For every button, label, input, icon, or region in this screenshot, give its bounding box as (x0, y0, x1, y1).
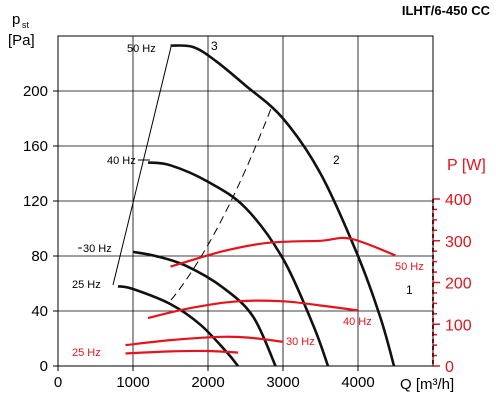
power-curve-25hz (125, 349, 239, 355)
power-curves (125, 236, 396, 355)
pressure-label-40: 40 Hz (107, 155, 136, 167)
pressure-curve-25hz (117, 285, 240, 367)
x-tick-label: 3000 (266, 374, 299, 391)
x-tick-label: 4000 (341, 374, 374, 391)
curve-label-3: 3 (211, 39, 218, 53)
y-tick-label: 0 (40, 358, 48, 375)
power-label-30: 30 Hz (286, 336, 315, 348)
chart-title: ILHT/6-450 CC (402, 3, 491, 18)
y-axis-right-ticks: 0 100 200 300 400 (432, 192, 472, 376)
power-curve-40hz (147, 299, 359, 320)
pressure-curve-50hz (170, 44, 396, 367)
y-tick-label: 40 (31, 303, 48, 320)
x-axis-label: Q [m³/h] (400, 376, 454, 393)
power-label-50: 50 Hz (395, 261, 424, 273)
y2-tick-label: 100 (445, 317, 472, 334)
pressure-label-50: 50 Hz (127, 43, 156, 55)
pressure-label-30: 30 Hz (83, 243, 112, 255)
pressure-curves (117, 44, 396, 367)
power-label-25: 25 Hz (72, 347, 101, 359)
y-axis-right-label: P [W] (447, 157, 486, 174)
x-tick-label: 2000 (191, 374, 224, 391)
pressure-curve-40hz (147, 161, 330, 367)
power-curve-30hz (125, 335, 284, 347)
y-tick-label: 120 (23, 193, 48, 210)
y2-tick-label: 0 (445, 359, 454, 376)
guide-lines (112, 46, 273, 301)
y-tick-label: 200 (23, 83, 48, 100)
plot-frame (57, 35, 434, 367)
pressure-label-25: 25 Hz (72, 279, 101, 291)
y-tick-label: 80 (31, 248, 48, 265)
power-label-40: 40 Hz (343, 316, 372, 328)
x-tick-label: 1000 (116, 374, 149, 391)
pressure-curve-30hz (132, 250, 277, 367)
y-tick-label: 160 (23, 138, 48, 155)
power-curve-50hz (170, 236, 396, 268)
x-tick-label: 0 (54, 374, 62, 391)
y2-tick-label: 300 (445, 234, 472, 251)
curve-label-2: 2 (333, 153, 340, 167)
y-axis-label-sub: st (22, 20, 30, 30)
left-envelope-line (112, 46, 172, 286)
y2-tick-label: 400 (445, 192, 472, 209)
y2-tick-label: 200 (445, 276, 472, 293)
dashed-system-line (170, 105, 273, 301)
y-axis-label-unit: [Pa] (8, 32, 35, 49)
y-axis-label-main: p (12, 11, 20, 28)
curve-label-1: 1 (406, 283, 413, 297)
x-axis-ticks: 0 1000 2000 3000 4000 (54, 366, 375, 391)
y-axis-left-ticks: 0 40 80 120 160 200 (23, 83, 58, 375)
